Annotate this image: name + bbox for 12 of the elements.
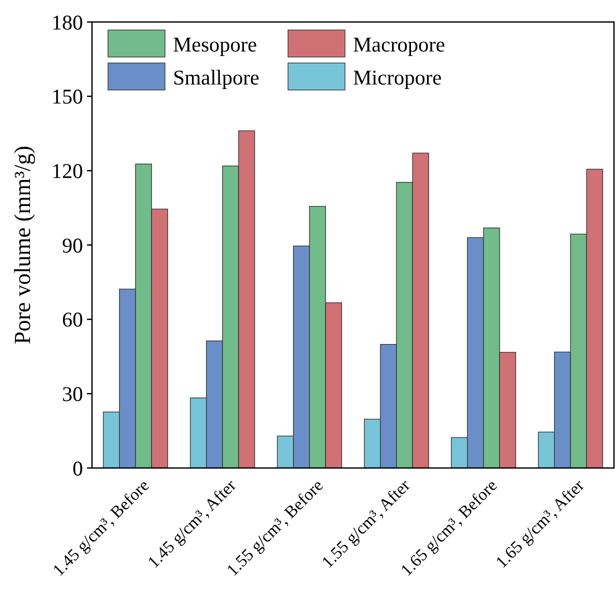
legend-label: Micropore bbox=[353, 65, 442, 90]
y-axis-title: Pore volume (mm³/g) bbox=[10, 146, 35, 344]
y-tick-label: 180 bbox=[52, 10, 83, 34]
y-tick-label: 120 bbox=[52, 159, 83, 184]
y-tick-label: 60 bbox=[62, 308, 83, 332]
legend-label: Smallpore bbox=[173, 65, 260, 90]
y-tick-label: 0 bbox=[72, 456, 83, 480]
legend-label: Macropore bbox=[353, 32, 446, 56]
y-tick-label: 150 bbox=[52, 84, 83, 109]
y-tick-label: 30 bbox=[62, 382, 83, 406]
legend-label: Mesopore bbox=[173, 32, 257, 56]
y-tick-label: 90 bbox=[62, 233, 83, 258]
